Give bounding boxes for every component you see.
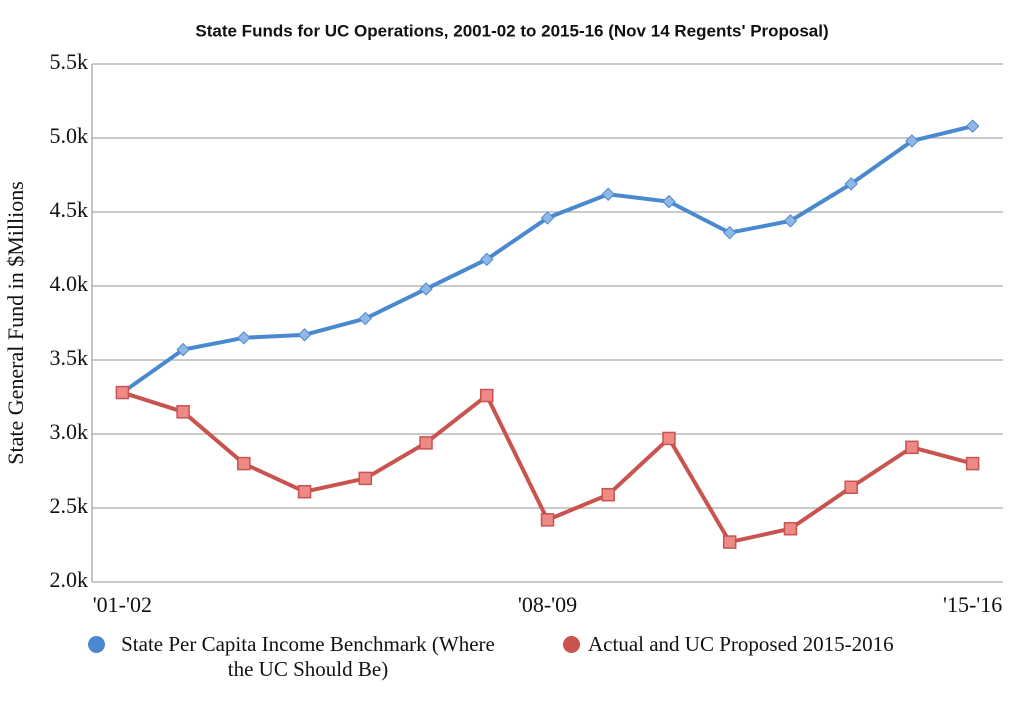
y-tick-label: 5.5k bbox=[50, 49, 89, 74]
marker bbox=[480, 252, 494, 267]
marker bbox=[662, 431, 676, 446]
legend-swatch bbox=[88, 636, 105, 653]
marker bbox=[358, 311, 373, 326]
marker bbox=[176, 405, 190, 419]
marker bbox=[722, 535, 737, 549]
marker bbox=[297, 484, 312, 499]
marker bbox=[905, 440, 919, 455]
marker bbox=[783, 214, 798, 228]
marker bbox=[419, 282, 433, 296]
series-line bbox=[121, 124, 974, 395]
legend-swatch bbox=[563, 636, 580, 653]
x-tick-label: '08-'09 bbox=[518, 592, 577, 617]
marker bbox=[237, 456, 251, 471]
marker bbox=[176, 342, 190, 357]
marker bbox=[297, 328, 312, 342]
marker bbox=[965, 119, 980, 133]
marker bbox=[540, 513, 555, 527]
marker bbox=[844, 480, 858, 495]
y-tick-label: 4.5k bbox=[50, 197, 89, 222]
y-tick-label: 5.0k bbox=[50, 123, 89, 148]
y-tick-label: 3.5k bbox=[50, 345, 89, 370]
legend-item: Actual and UC Proposed 2015-2016 bbox=[563, 632, 894, 657]
marker bbox=[844, 177, 858, 191]
y-tick-label: 3.0k bbox=[50, 419, 89, 444]
y-axis-label: State General Fund in $Millions bbox=[3, 181, 28, 465]
y-tick-label: 4.0k bbox=[50, 271, 89, 296]
legend-label: State Per Capita Income Benchmark (Where… bbox=[121, 632, 495, 681]
marker bbox=[601, 487, 615, 502]
legend-item: State Per Capita Income Benchmark (Where… bbox=[88, 632, 508, 682]
marker bbox=[358, 471, 373, 486]
marker bbox=[722, 226, 737, 240]
marker bbox=[419, 436, 433, 450]
marker bbox=[115, 385, 130, 400]
legend-label: Actual and UC Proposed 2015-2016 bbox=[588, 632, 894, 656]
y-tick-label: 2.0k bbox=[50, 567, 89, 592]
x-tick-label: '01-'02 bbox=[93, 592, 152, 617]
marker bbox=[601, 187, 615, 201]
marker bbox=[237, 331, 251, 345]
marker bbox=[965, 456, 980, 471]
marker bbox=[783, 521, 798, 536]
marker bbox=[480, 388, 494, 403]
y-tick-label: 2.5k bbox=[50, 493, 89, 518]
x-tick-label: '15-'16 bbox=[943, 592, 1002, 617]
chart-title: State Funds for UC Operations, 2001-02 t… bbox=[195, 21, 828, 40]
marker bbox=[905, 134, 919, 148]
marker bbox=[540, 211, 555, 225]
marker bbox=[662, 194, 676, 209]
